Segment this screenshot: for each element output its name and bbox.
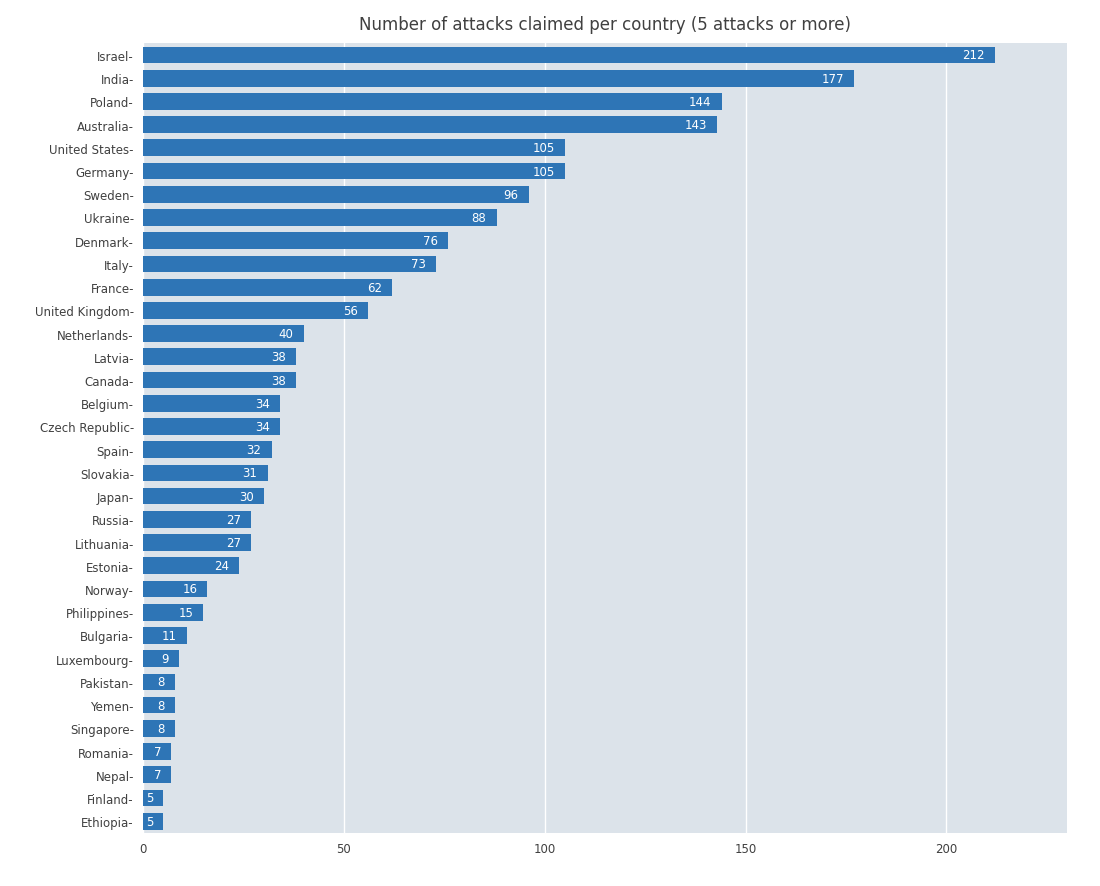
Text: 144: 144 — [689, 96, 712, 109]
Text: 5: 5 — [145, 815, 153, 828]
Bar — [143, 372, 296, 389]
Text: 105: 105 — [532, 166, 554, 178]
Text: 62: 62 — [367, 282, 382, 294]
Text: 38: 38 — [271, 351, 286, 364]
Bar — [143, 558, 240, 574]
Bar — [143, 812, 163, 829]
Text: 32: 32 — [246, 444, 262, 456]
Text: 8: 8 — [157, 699, 165, 711]
Bar — [143, 720, 175, 737]
Bar — [143, 789, 163, 806]
Bar — [143, 140, 564, 157]
Text: 30: 30 — [239, 490, 253, 503]
Text: 143: 143 — [685, 119, 707, 132]
Bar — [143, 48, 994, 65]
Bar — [143, 743, 172, 760]
Bar — [143, 71, 854, 88]
Text: 27: 27 — [227, 536, 241, 549]
Bar — [143, 650, 179, 667]
Bar — [143, 94, 722, 111]
Text: 27: 27 — [227, 513, 241, 526]
Bar — [143, 511, 252, 528]
Bar — [143, 117, 717, 134]
Bar — [143, 279, 392, 296]
Bar — [143, 697, 175, 713]
Text: 16: 16 — [183, 583, 197, 595]
Text: 8: 8 — [157, 676, 165, 688]
Bar — [143, 673, 175, 690]
Text: 38: 38 — [271, 374, 286, 387]
Text: 31: 31 — [243, 467, 257, 480]
Text: 24: 24 — [214, 560, 230, 572]
Text: 11: 11 — [162, 629, 177, 642]
Text: 9: 9 — [162, 652, 169, 665]
Text: 34: 34 — [255, 421, 270, 433]
Bar — [143, 581, 207, 598]
Text: 76: 76 — [424, 235, 438, 248]
Text: 7: 7 — [154, 768, 161, 781]
Bar — [143, 465, 267, 482]
Bar — [143, 303, 368, 319]
Bar — [143, 326, 304, 343]
Bar — [143, 604, 204, 621]
Bar — [143, 349, 296, 366]
Bar — [143, 418, 279, 435]
Text: 96: 96 — [504, 189, 518, 201]
Text: 212: 212 — [962, 50, 984, 62]
Text: 34: 34 — [255, 397, 270, 410]
Text: 177: 177 — [822, 73, 844, 86]
Bar — [143, 766, 172, 783]
Bar — [143, 534, 252, 551]
Text: 105: 105 — [532, 142, 554, 155]
Bar — [143, 627, 187, 644]
Bar — [143, 395, 279, 412]
Bar — [143, 256, 437, 273]
Text: 8: 8 — [157, 722, 165, 735]
Bar — [143, 233, 449, 250]
Bar — [143, 210, 496, 227]
Text: 56: 56 — [343, 305, 358, 317]
Text: 73: 73 — [411, 258, 426, 271]
Bar — [143, 488, 264, 505]
Bar — [143, 187, 529, 204]
Text: 15: 15 — [178, 606, 194, 619]
Title: Number of attacks claimed per country (5 attacks or more): Number of attacks claimed per country (5… — [359, 17, 851, 35]
Text: 40: 40 — [278, 328, 294, 341]
Bar — [143, 164, 564, 180]
Text: 5: 5 — [145, 791, 153, 804]
Bar — [143, 442, 272, 459]
Text: 7: 7 — [154, 745, 161, 758]
Text: 88: 88 — [472, 212, 486, 225]
